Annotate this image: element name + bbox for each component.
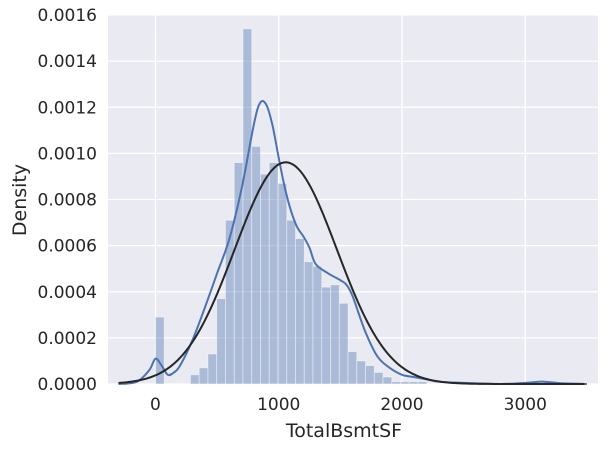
histogram-bar — [408, 381, 419, 385]
x-tick-label: 3000 — [504, 395, 547, 415]
y-axis-label: Density — [9, 164, 31, 236]
histogram-bar — [391, 381, 401, 385]
histogram-bar — [417, 381, 428, 385]
x-tick-label: 1000 — [257, 395, 300, 415]
y-tick-label: 0.0004 — [38, 283, 97, 303]
histogram-bar — [321, 286, 331, 385]
y-tick-label: 0.0016 — [38, 6, 97, 26]
histogram-bar — [277, 182, 288, 385]
histogram-bar — [190, 374, 200, 385]
histogram-bar — [338, 302, 349, 385]
normal-fit-curve — [118, 161, 585, 385]
histogram-bar — [207, 353, 218, 385]
y-tick-label: 0.0008 — [38, 191, 97, 211]
histogram-bar — [242, 28, 253, 385]
histogram-bar — [400, 381, 410, 385]
histogram-bar — [233, 162, 244, 385]
histogram-bar — [216, 298, 226, 385]
histogram-bar — [356, 360, 366, 385]
histogram-bar — [286, 219, 296, 385]
y-tick-label: 0.0000 — [38, 375, 97, 395]
x-axis-label: TotalBsmtSF — [285, 420, 402, 442]
histogram-bar — [155, 316, 165, 385]
histogram-bar — [312, 265, 323, 385]
y-tick-label: 0.0012 — [38, 98, 97, 118]
histogram-bar — [268, 162, 279, 385]
histogram-bar — [347, 351, 358, 385]
histogram-bar — [365, 365, 375, 385]
histogram-bar — [198, 367, 209, 385]
histogram-bar — [295, 238, 305, 385]
y-tick-label: 0.0010 — [38, 144, 97, 164]
y-tick-label: 0.0002 — [38, 329, 97, 349]
x-tick-label: 2000 — [380, 395, 423, 415]
y-tick-label: 0.0006 — [38, 237, 97, 257]
histogram-bar — [251, 146, 261, 385]
histogram-bar — [260, 173, 270, 385]
y-tick-label: 0.0014 — [38, 52, 97, 72]
histogram-bar — [303, 261, 314, 385]
histogram-bar — [382, 376, 393, 385]
histogram-bar — [373, 372, 384, 385]
histogram-bar — [330, 284, 340, 385]
x-tick-label: 0 — [150, 395, 161, 415]
